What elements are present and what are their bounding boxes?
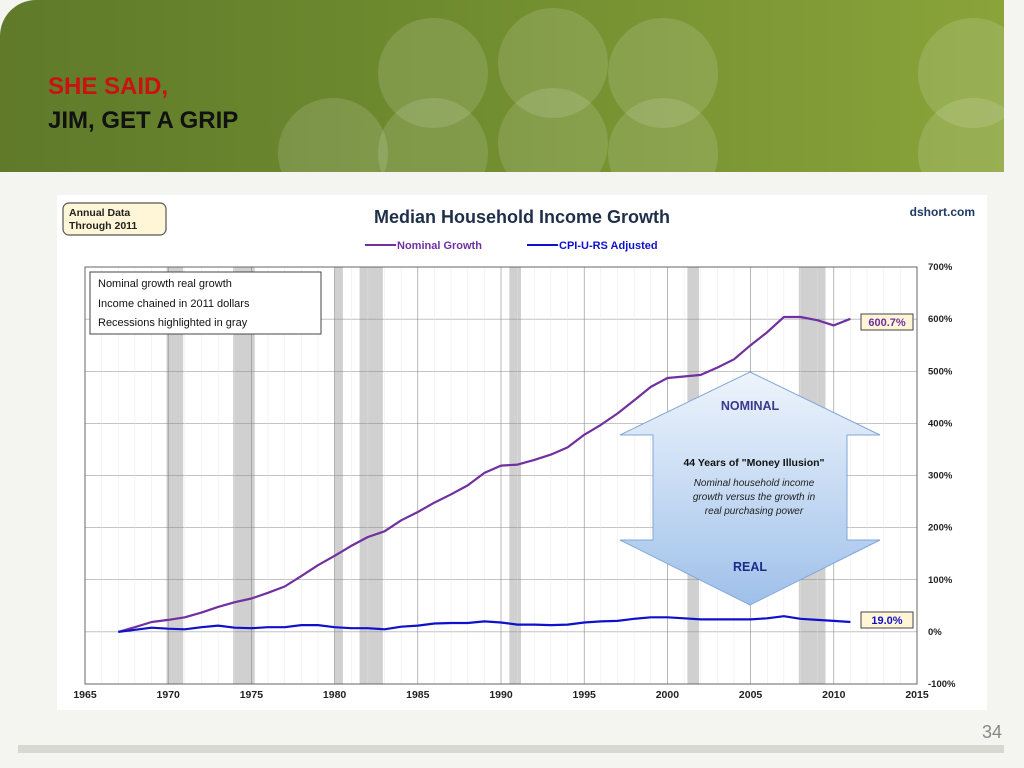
source-label: dshort.com — [910, 205, 975, 219]
x-tick-label: 1990 — [489, 689, 513, 701]
slide-title-line2: JIM, GET A GRIP — [48, 107, 239, 134]
arrow-text-2: growth versus the growth in — [693, 492, 816, 503]
note-line-1: Nominal growth real growth — [98, 278, 232, 290]
page-number: 34 — [981, 722, 1002, 742]
arrow-text-1: Nominal household income — [694, 478, 815, 489]
slide-title-line1: SHE SAID, — [48, 73, 169, 100]
note-line-3: Recessions highlighted in gray — [98, 317, 248, 329]
chart-title: Median Household Income Growth — [374, 207, 670, 227]
y-tick-label: 600% — [928, 314, 953, 325]
y-tick-label: 300% — [928, 471, 953, 482]
legend-label-real: CPI-U-RS Adjusted — [559, 240, 658, 252]
annual-data-badge — [62, 202, 167, 236]
nominal-end-label-box — [860, 313, 914, 331]
x-tick-label: 2005 — [739, 689, 763, 701]
title-banner: SHE SAID, JIM, GET A GRIP — [0, 0, 1004, 172]
real-end-label: 19.0% — [871, 615, 902, 627]
x-tick-label: 1995 — [573, 689, 597, 701]
x-tick-label: 1985 — [406, 689, 430, 701]
arrow-text-3: real purchasing power — [705, 506, 804, 517]
y-tick-label: 0% — [928, 627, 942, 638]
arrow-heading: 44 Years of "Money Illusion" — [683, 457, 824, 469]
series-lines — [118, 315, 851, 633]
note-line-2: Income chained in 2011 dollars — [98, 298, 250, 310]
x-tick-label: 2010 — [822, 689, 846, 701]
x-tick-label: 1970 — [157, 689, 181, 701]
x-tick-label: 1965 — [73, 689, 97, 701]
arrow-top-label: NOMINAL — [721, 399, 780, 413]
y-tick-label: 700% — [928, 262, 953, 273]
plot-frame — [84, 266, 918, 685]
nominal-end-label: 600.7% — [868, 317, 906, 329]
legend-label-nominal: Nominal Growth — [397, 240, 482, 252]
x-axis-ticks: 1965 1970 1975 1980 1985 1990 1995 2000 2005 2010… — [73, 689, 929, 701]
footer-bar — [18, 745, 1004, 753]
badge-line2: Through 2011 — [69, 220, 137, 232]
notes-box — [89, 271, 322, 335]
nominal-growth-line — [118, 315, 851, 633]
y-tick-label: 400% — [928, 418, 953, 429]
x-tick-label: 2000 — [656, 689, 680, 701]
y-tick-label: 100% — [928, 575, 953, 586]
y-tick-label: 200% — [928, 523, 953, 534]
y-axis-ticks: 700% 600% 500% 400% 300% 200% 100% 0% -100% — [928, 262, 956, 690]
x-tick-label: 1975 — [240, 689, 264, 701]
badge-line1: Annual Data — [69, 207, 130, 219]
arrow-bottom-label: REAL — [733, 560, 767, 574]
x-tick-label: 2015 — [905, 689, 929, 701]
x-tick-label: 1980 — [323, 689, 347, 701]
money-illusion-arrow — [619, 371, 881, 606]
real-end-label-box — [860, 611, 914, 629]
income-growth-chart: Annual Data Through 2011 Median Househol… — [62, 202, 975, 701]
real-growth-line — [118, 615, 851, 633]
chart-card: Annual Data Through 2011 Median Househol… — [57, 195, 987, 710]
y-tick-label: 500% — [928, 366, 953, 377]
y-tick-label: -100% — [928, 679, 956, 690]
